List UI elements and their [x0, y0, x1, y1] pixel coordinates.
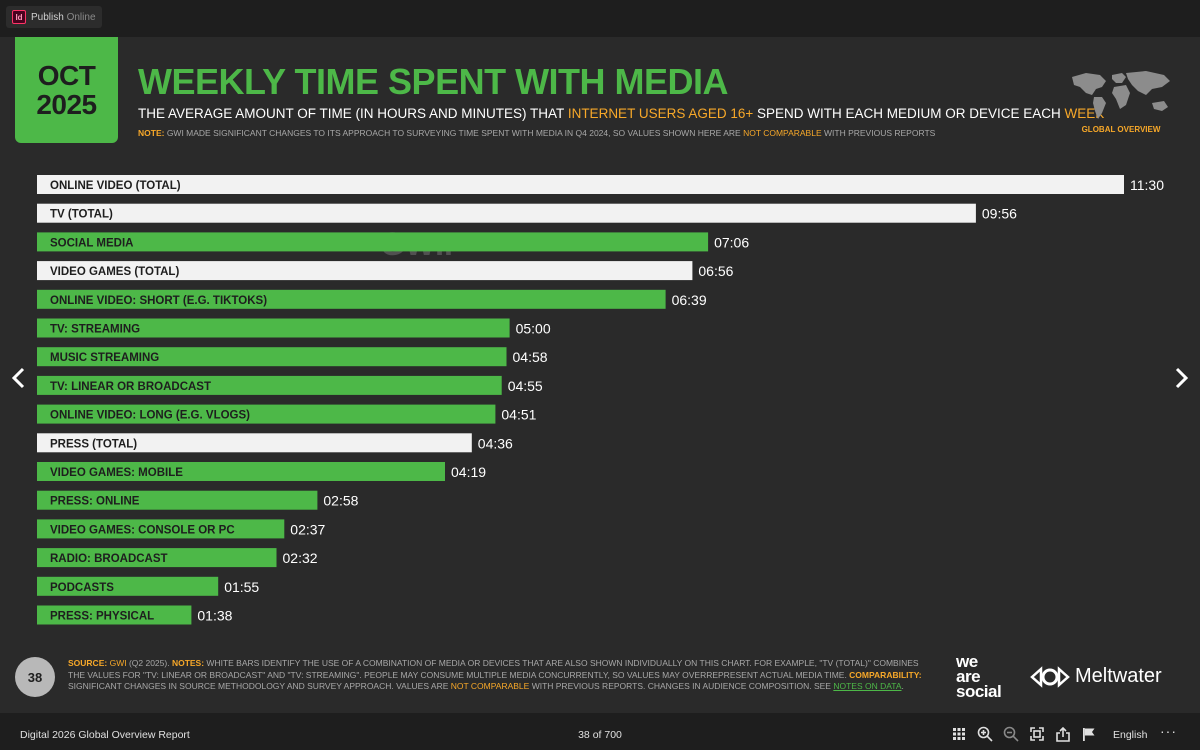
bar-label-14: PODCASTS — [50, 582, 114, 594]
bar-label-9: PRESS (TOTAL) — [50, 438, 137, 450]
bar-6 — [37, 347, 507, 367]
bar-8 — [37, 404, 496, 424]
meltwater-icon — [1030, 665, 1070, 688]
bar-2 — [37, 232, 709, 252]
flag-icon — [1083, 727, 1095, 741]
page-counter[interactable]: 38 of 700 — [578, 729, 622, 741]
chevron-right-icon — [1175, 367, 1189, 389]
source-notes: SOURCE: GWI (Q2 2025). NOTES: WHITE BARS… — [68, 658, 922, 691]
bar-14 — [37, 576, 219, 596]
report-button[interactable] — [1080, 725, 1098, 743]
methodology-note: NOTE: GWI MADE SIGNIFICANT CHANGES TO IT… — [138, 128, 936, 138]
bar-value-8: 04:51 — [501, 407, 536, 423]
more-options-button[interactable]: ··· — [1160, 723, 1177, 739]
document-title: Digital 2026 Global Overview Report — [20, 729, 190, 741]
bar-value-5: 05:00 — [516, 321, 551, 337]
bar-value-2: 07:06 — [714, 234, 749, 250]
publish-online-button[interactable]: Id Publish Online — [6, 6, 102, 28]
zoom-in-icon — [977, 726, 993, 742]
zoom-out-icon — [1003, 726, 1019, 742]
bar-4 — [37, 289, 666, 309]
badge-month: OCT — [37, 60, 96, 91]
bar-value-11: 02:58 — [323, 493, 358, 509]
bar-label-8: ONLINE VIDEO: LONG (E.G. VLOGS) — [50, 410, 250, 422]
bar-value-7: 04:55 — [508, 378, 543, 394]
bar-5 — [37, 318, 510, 338]
grid-view-button[interactable] — [950, 725, 968, 743]
slide-page-number: 38 — [15, 657, 55, 697]
we-are-social-logo: we are social — [956, 652, 1002, 701]
bar-value-12: 02:37 — [290, 521, 325, 537]
bar-label-6: MUSIC STREAMING — [50, 352, 159, 364]
bar-value-14: 01:55 — [224, 579, 259, 595]
bar-3 — [37, 261, 693, 281]
bar-label-2: SOCIAL MEDIA — [50, 237, 134, 249]
bar-label-7: TV: LINEAR OR BROADCAST — [50, 381, 211, 393]
bar-0 — [37, 175, 1124, 194]
bar-label-11: PRESS: ONLINE — [50, 496, 140, 508]
bar-label-3: VIDEO GAMES (TOTAL) — [50, 266, 179, 278]
bar-value-4: 06:39 — [672, 292, 707, 308]
notes-on-data-link[interactable]: NOTES ON DATA — [833, 681, 902, 691]
language-selector[interactable]: English — [1113, 729, 1148, 741]
zoom-out-button[interactable] — [1002, 725, 1020, 743]
bar-label-12: VIDEO GAMES: CONSOLE OR PC — [50, 524, 235, 536]
publish-label: Publish Online — [31, 11, 96, 23]
bar-label-5: TV: STREAMING — [50, 324, 140, 336]
fullscreen-icon — [1030, 727, 1044, 741]
bar-label-0: ONLINE VIDEO (TOTAL) — [50, 180, 181, 192]
slide-subtitle: THE AVERAGE AMOUNT OF TIME (IN HOURS AND… — [138, 106, 1105, 121]
meltwater-logo: Meltwater — [1030, 665, 1162, 688]
slide-title: WEEKLY TIME SPENT WITH MEDIA — [138, 61, 729, 102]
bar-value-9: 04:36 — [478, 435, 513, 451]
top-toolbar: Id Publish Online — [0, 0, 1200, 37]
bar-label-1: TV (TOTAL) — [50, 209, 113, 221]
zoom-in-button[interactable] — [976, 725, 994, 743]
share-icon — [1056, 726, 1070, 742]
bar-value-10: 04:19 — [451, 464, 486, 480]
badge-year: 2025 — [36, 89, 97, 120]
slide: OCT 2025 WEEKLY TIME SPENT WITH MEDIA TH… — [0, 37, 1200, 713]
bar-13 — [37, 548, 277, 568]
previous-page-arrow[interactable] — [4, 363, 34, 393]
bar-value-15: 01:38 — [197, 608, 232, 624]
date-badge: OCT 2025 — [15, 37, 118, 143]
bar-10 — [37, 462, 445, 481]
global-overview-label: GLOBAL OVERVIEW — [1081, 125, 1161, 134]
bar-value-1: 09:56 — [982, 206, 1017, 222]
bar-value-3: 06:56 — [698, 263, 733, 279]
bottom-toolbar: Digital 2026 Global Overview Report 38 o… — [0, 713, 1200, 750]
bar-label-4: ONLINE VIDEO: SHORT (E.G. TIKTOKS) — [50, 295, 267, 307]
bar-12 — [37, 519, 285, 539]
fullscreen-button[interactable] — [1028, 725, 1046, 743]
chevron-left-icon — [11, 367, 25, 389]
bar-7 — [37, 375, 502, 395]
bar-value-13: 02:32 — [283, 550, 318, 566]
bar-value-6: 04:58 — [513, 349, 548, 365]
bar-label-15: PRESS: PHYSICAL — [50, 611, 154, 623]
indesign-icon: Id — [12, 10, 26, 24]
bar-11 — [37, 490, 318, 510]
world-map-icon — [1072, 71, 1170, 119]
bar-1 — [37, 203, 976, 223]
bar-value-0: 11:30 — [1130, 177, 1164, 193]
next-page-arrow[interactable] — [1166, 363, 1196, 393]
bar-label-10: VIDEO GAMES: MOBILE — [50, 467, 183, 479]
share-button[interactable] — [1054, 725, 1072, 743]
bar-9 — [37, 433, 472, 453]
bar-chart: DATAREPORTALGWI.ONLINE VIDEO (TOTAL)11:3… — [37, 175, 1164, 625]
bar-label-13: RADIO: BROADCAST — [50, 553, 168, 565]
grid-icon — [953, 728, 965, 740]
bar-15 — [37, 605, 192, 625]
